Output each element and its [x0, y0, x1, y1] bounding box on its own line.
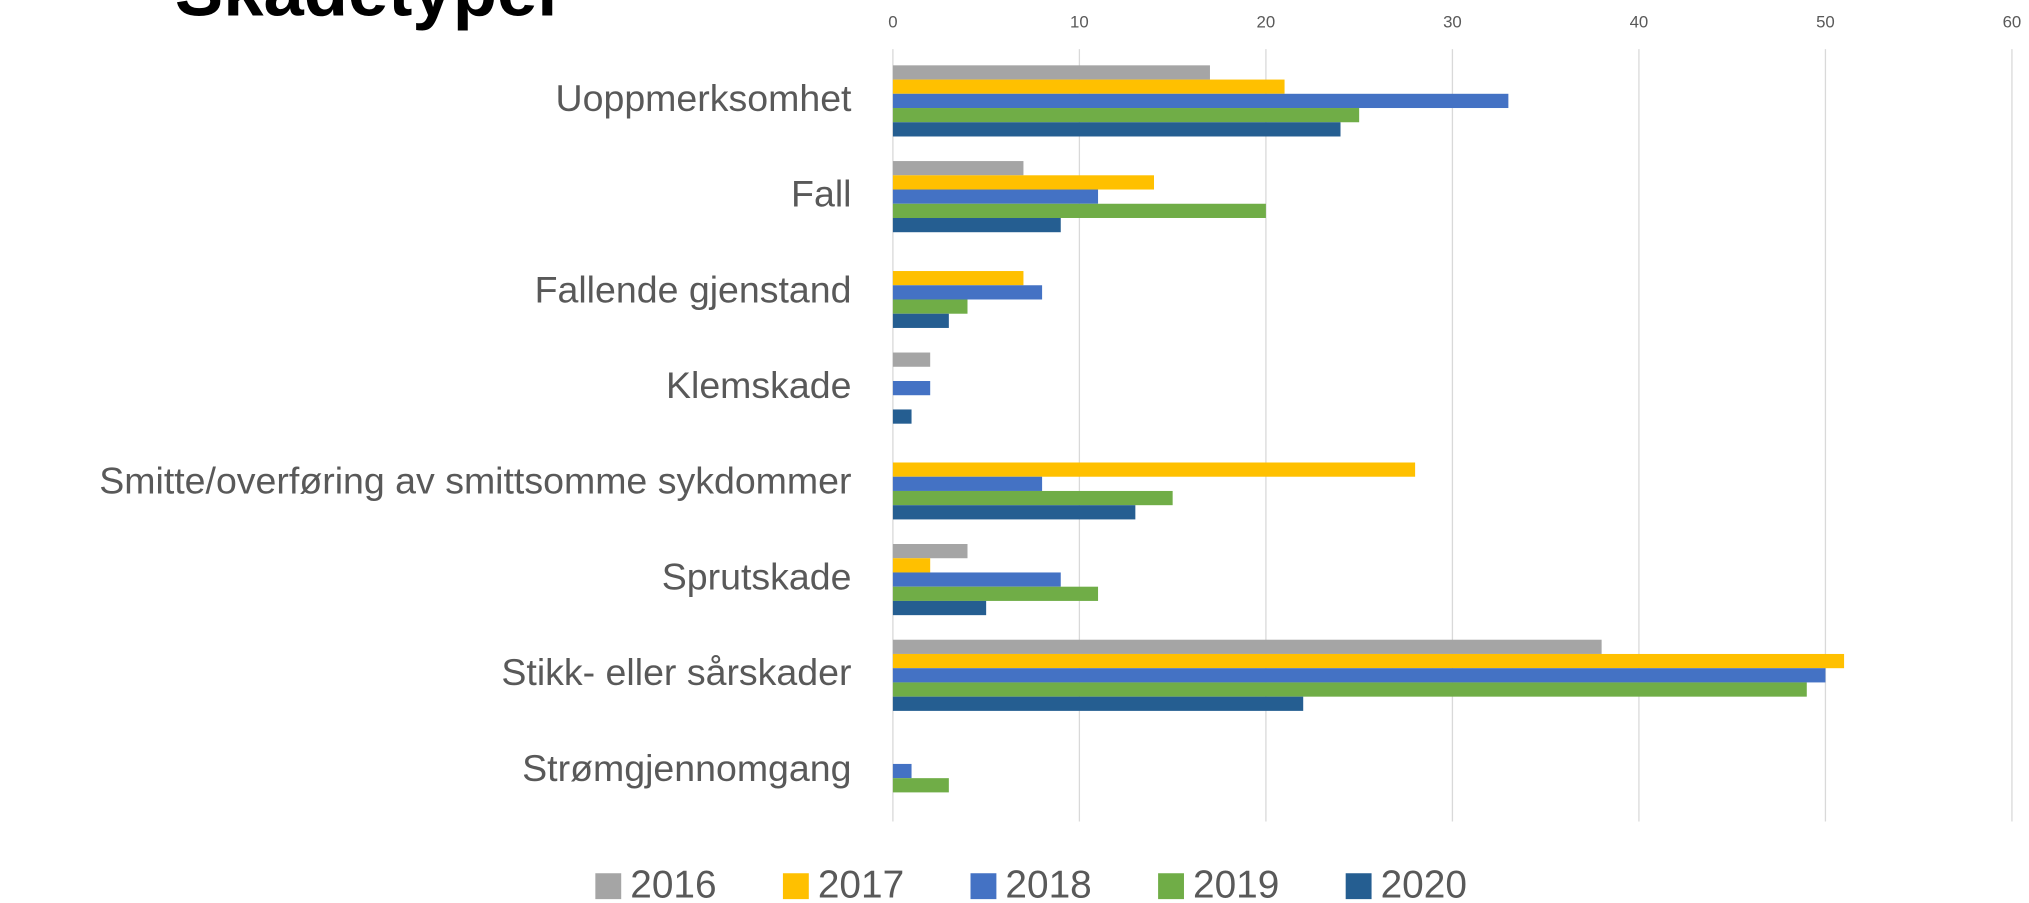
- bar: [892, 271, 1024, 286]
- bar: [892, 572, 1061, 587]
- x-tick-label: 20: [1257, 13, 1276, 32]
- x-tick-label: 30: [1443, 13, 1462, 32]
- bar: [892, 380, 931, 396]
- bar: [892, 161, 1024, 176]
- bar: [892, 778, 949, 793]
- bar: [892, 543, 968, 559]
- legend-label: 2019: [1193, 864, 1279, 903]
- chart-title: Skadetyper: [175, 0, 566, 32]
- legend-swatch: [595, 873, 622, 900]
- category-label: Strømgjennomgang: [522, 747, 851, 789]
- bar: [892, 108, 1360, 123]
- bar: [892, 93, 1509, 109]
- bar: [892, 653, 1845, 669]
- bar: [892, 600, 987, 616]
- bar: [892, 203, 1266, 218]
- legend-swatch: [1345, 873, 1372, 900]
- x-tick-label: 40: [1630, 13, 1649, 32]
- legend-swatch: [1158, 873, 1184, 900]
- bar: [892, 696, 1304, 711]
- legend-label: 2017: [818, 864, 904, 903]
- bar: [892, 409, 912, 424]
- x-tick-label: 0: [888, 13, 897, 32]
- legend-label: 2016: [630, 864, 716, 903]
- bar: [892, 586, 1099, 601]
- bar: [892, 490, 1173, 506]
- bar: [892, 639, 1602, 654]
- bar: [892, 217, 1061, 233]
- x-tick-label: 60: [2003, 13, 2022, 32]
- bar: [892, 299, 968, 314]
- bar: [892, 79, 1285, 94]
- x-tick-label: 10: [1070, 13, 1089, 32]
- legend-label: 2018: [1005, 864, 1091, 903]
- bar: [892, 175, 1155, 190]
- x-tick-label: 50: [1816, 13, 1835, 32]
- legend-label: 2020: [1381, 864, 1467, 903]
- legend-swatch: [782, 873, 809, 900]
- bar: [892, 189, 1099, 204]
- bar: [892, 122, 1341, 137]
- bar: [892, 285, 1043, 300]
- category-label: Smitte/overføring av smittsomme sykdomme…: [99, 460, 851, 502]
- bar: [892, 476, 1043, 491]
- bar: [892, 313, 949, 328]
- bar: [892, 668, 1826, 683]
- bar: [892, 763, 912, 779]
- category-label: Fall: [791, 173, 851, 215]
- legend-swatch: [970, 873, 997, 900]
- category-label: Uoppmerksomhet: [556, 77, 853, 119]
- bar: [892, 682, 1807, 697]
- category-label: Stikk- eller sårskader: [501, 651, 851, 693]
- bar: [892, 505, 1136, 520]
- bar: [892, 462, 1416, 477]
- category-label: Sprutskade: [662, 555, 852, 597]
- bar: [892, 352, 931, 367]
- category-label: Klemskade: [666, 364, 852, 406]
- category-label: Fallende gjenstand: [535, 268, 852, 310]
- bar: [892, 558, 931, 573]
- bar: [892, 65, 1210, 80]
